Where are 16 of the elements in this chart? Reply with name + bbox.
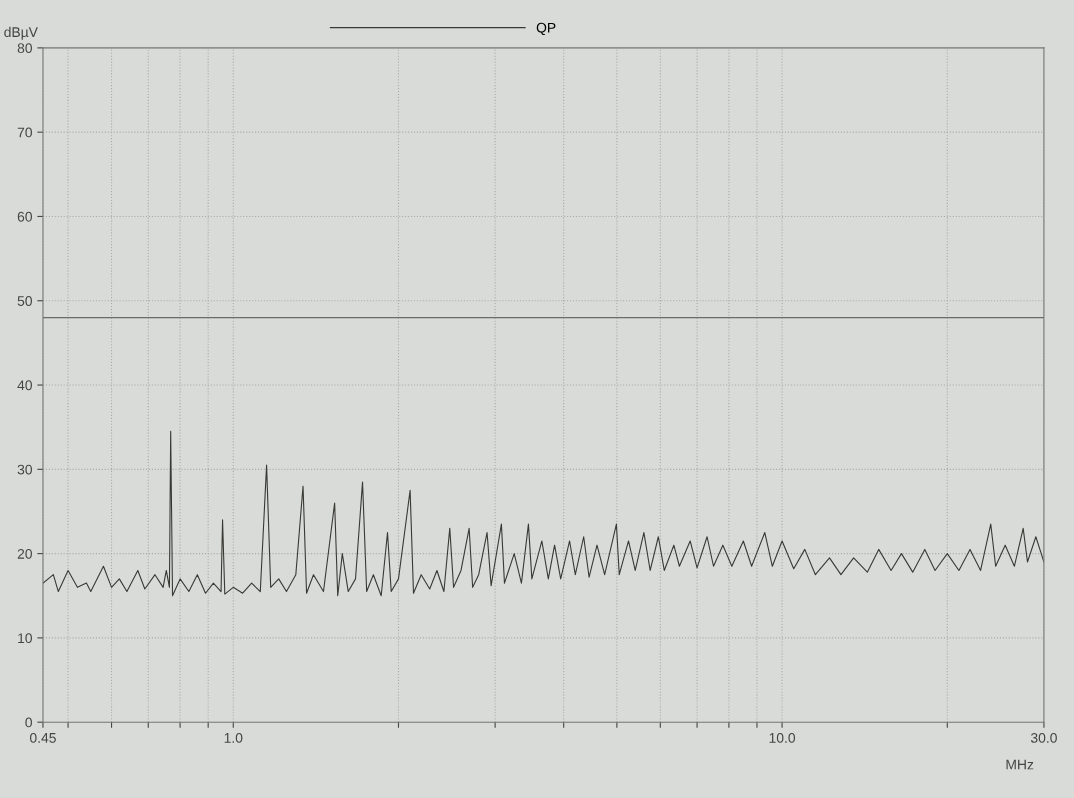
y-tick-label: 50 — [17, 296, 32, 306]
x-tick-label: 1.0 — [224, 732, 243, 743]
y-tick-label: 40 — [17, 380, 32, 391]
y-tick-label: 0 — [25, 717, 32, 728]
y-tick-label: 80 — [17, 43, 32, 54]
x-tick-label: 0.45 — [29, 732, 56, 743]
x-tick-label: 10.0 — [769, 732, 796, 743]
x-tick-label: 30.0 — [1030, 732, 1057, 743]
text: QP — [536, 22, 556, 36]
y-tick-label: 10 — [18, 633, 32, 644]
x-axis-title: MHz — [1006, 759, 1034, 770]
y-tick-label: 30 — [17, 464, 32, 475]
y-axis-title: dBµV — [4, 26, 38, 40]
y-tick-label: 70 — [17, 127, 32, 138]
y-tick-label: 60 — [17, 211, 32, 222]
y-tick-label: 20 — [17, 548, 32, 559]
